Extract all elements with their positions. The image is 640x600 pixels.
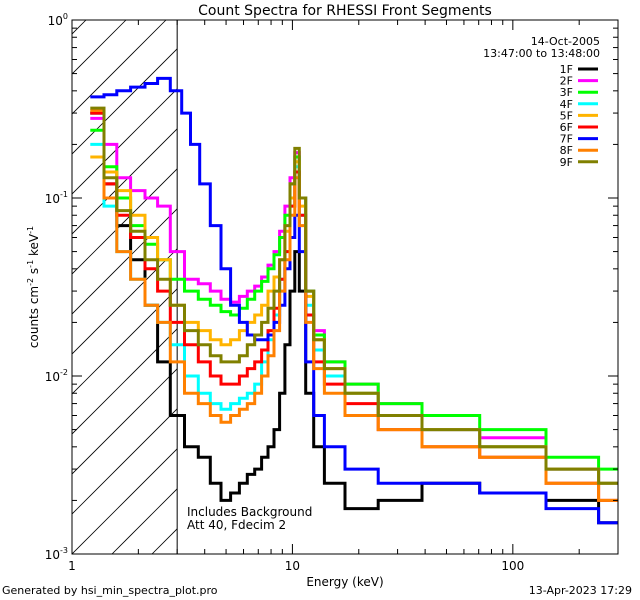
series-3F-line [90,128,618,471]
hatch-line [272,20,640,554]
hatch-line [72,88,178,195]
series-5F-line [90,155,618,485]
hatch-line [72,168,178,275]
hatch-line [72,20,127,75]
hatch-line [72,328,178,435]
footer-generated-by: Generated by hsi_min_spectra_plot.pro [2,584,218,597]
legend-label-5F: 5F [560,109,573,122]
hatch-line [312,20,640,554]
legend-label-2F: 2F [560,75,573,88]
series-6F-line [90,111,618,502]
hatch-line [72,368,178,475]
legend-label-3F: 3F [560,86,573,99]
x-tick-label: 10 [285,559,300,573]
hatch-line [72,48,178,155]
legend-label-7F: 7F [560,133,573,146]
hatch-line [72,448,178,554]
hatch-line [432,20,640,554]
x-tick-labels: 1 10 100 [68,559,524,573]
y-tick-label: 10-1 [45,190,68,206]
date-label: 14-Oct-2005 [531,35,600,48]
series-7F-line [90,76,618,525]
hatch-line [72,208,178,315]
hatch-line [72,408,178,515]
hatch-line [392,20,640,554]
series-8F-line [90,109,618,502]
y-tick-label: 100 [48,12,68,28]
hatch-line [72,20,87,35]
axis-ticks [71,19,619,555]
x-tick-label: 1 [68,559,76,573]
series-4F-line [90,142,618,485]
y-tick-labels: 100 10-1 10-2 10-3 [45,12,68,562]
hatch-line [232,20,640,554]
legend-label-1F: 1F [560,63,573,76]
annotation-attenuator: Att 40, Fdecim 2 [187,518,286,532]
series-9F-line [90,106,618,485]
series-layer [90,76,618,525]
time-range-label: 13:47:00 to 13:48:00 [483,47,600,60]
hatch-line [72,248,178,355]
x-axis-label: Energy (keV) [306,575,383,589]
hatch-line [632,20,640,554]
y-axis-label: counts cm-2 s-1 keV-1 [26,226,41,348]
x-tick-label: 100 [501,559,524,573]
hatch-line [352,20,640,554]
legend-label-8F: 8F [560,144,573,157]
y-tick-label: 10-3 [45,546,68,562]
legend-label-6F: 6F [560,121,573,134]
annotation-background: Includes Background [187,505,312,519]
hatch-line [72,128,178,235]
footer-timestamp: 13-Apr-2023 17:29 [528,584,632,597]
hatch-line [0,20,6,554]
hatched-region [0,20,640,554]
hatch-line [472,20,640,554]
plot-frame [71,19,619,555]
chart-title: Count Spectra for RHESSI Front Segments [198,3,492,19]
hatch-line [512,20,640,554]
hatch-line [72,20,167,115]
series-1F-line [90,111,618,525]
legend-label-4F: 4F [560,98,573,111]
legend-label-9F: 9F [560,156,573,169]
y-tick-label: 10-2 [45,368,68,384]
